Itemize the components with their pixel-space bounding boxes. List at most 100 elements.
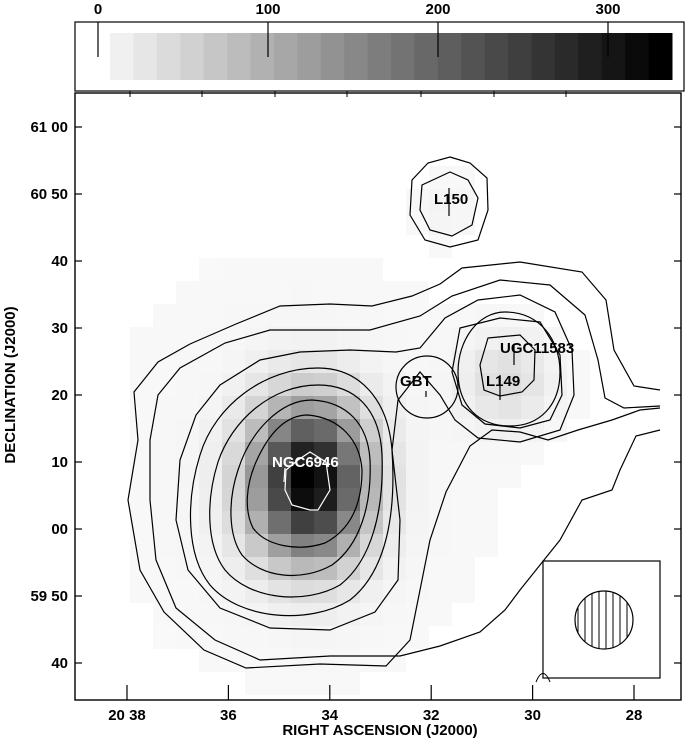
image-pixel [544, 419, 567, 442]
contour-level-5 [189, 367, 394, 617]
image-pixel [222, 626, 245, 649]
gbt-beam-circle [395, 355, 459, 419]
colorbar-step [554, 33, 579, 80]
image-pixel [360, 419, 383, 442]
image-pixel [475, 373, 498, 396]
image-pixel [176, 534, 199, 557]
image-pixel [337, 672, 360, 695]
image-pixel [521, 373, 544, 396]
image-pixel [153, 396, 176, 419]
image-pixel [176, 442, 199, 465]
image-pixel [452, 557, 475, 580]
image-pixel [498, 373, 521, 396]
image-pixel [245, 626, 268, 649]
y-tick-label: 00 [51, 521, 68, 538]
image-pixel [199, 465, 222, 488]
contours [127, 156, 661, 669]
image-pixel [245, 465, 268, 488]
image-pixel [429, 304, 452, 327]
image-pixel [268, 373, 291, 396]
image-pixel [245, 327, 268, 350]
image-pixel [544, 350, 567, 373]
image-pixel [360, 281, 383, 304]
y-tick-label: 20 [51, 387, 68, 404]
label-l150: L150 [434, 191, 468, 208]
image-pixel [199, 442, 222, 465]
image-pixel [222, 488, 245, 511]
image-pixel [314, 258, 337, 281]
colorbar-step [133, 33, 158, 80]
image-pixel [498, 396, 521, 419]
image-pixel [222, 580, 245, 603]
image-pixel [176, 304, 199, 327]
image-pixel [452, 304, 475, 327]
colorbar-step [110, 33, 134, 80]
contour-level-1 [127, 261, 661, 669]
image-pixel [406, 419, 429, 442]
image-pixel [268, 626, 291, 649]
image-pixel [176, 419, 199, 442]
colorbar-step [156, 33, 181, 80]
image-pixel [291, 327, 314, 350]
image-pixel [429, 166, 452, 189]
image-pixel [406, 511, 429, 534]
image-pixel [245, 557, 268, 580]
image-pixel [130, 511, 153, 534]
image-pixel [360, 488, 383, 511]
image-pixel [199, 373, 222, 396]
image-pixel [245, 419, 268, 442]
image-pixel [498, 327, 521, 350]
image-pixel [291, 580, 314, 603]
image-pixel [383, 350, 406, 373]
image-pixel [452, 580, 475, 603]
image-pixel [268, 258, 291, 281]
image-pixel [130, 350, 153, 373]
image-pixel [268, 396, 291, 419]
image-pixel [245, 672, 268, 695]
image-pixel [360, 557, 383, 580]
image-pixel [567, 373, 590, 396]
image-pixel [337, 281, 360, 304]
image-pixel [268, 304, 291, 327]
image-pixel [153, 304, 176, 327]
image-pixel [475, 488, 498, 511]
image-pixel [383, 626, 406, 649]
image-pixel [199, 258, 222, 281]
image-pixel [176, 327, 199, 350]
contour-ugc-mid [457, 311, 561, 427]
image-pixel [337, 488, 360, 511]
image-pixel [429, 350, 452, 373]
image-pixel [199, 557, 222, 580]
image-pixel [406, 373, 429, 396]
image-pixel [268, 534, 291, 557]
image-pixel [291, 672, 314, 695]
image-pixel [406, 488, 429, 511]
image-pixel [406, 396, 429, 419]
image-pixel [452, 419, 475, 442]
colorbar-step [227, 33, 251, 80]
image-pixel [360, 350, 383, 373]
image-pixel [222, 304, 245, 327]
image-pixel [268, 580, 291, 603]
image-pixel [176, 511, 199, 534]
contour-level-2 [149, 279, 661, 661]
image-pixel [475, 304, 498, 327]
image-pixel [222, 350, 245, 373]
contour-level-8 [246, 414, 363, 548]
ngc6946-marker [283, 467, 286, 483]
image-pixel [268, 327, 291, 350]
image-pixel [291, 304, 314, 327]
image-pixel [498, 442, 521, 465]
image-pixel [314, 281, 337, 304]
image-pixel [429, 419, 452, 442]
image-pixel [383, 557, 406, 580]
image-pixel [314, 488, 337, 511]
image-pixel [314, 396, 337, 419]
image-pixel [199, 580, 222, 603]
image-pixel [429, 511, 452, 534]
contour-level-7 [230, 399, 371, 576]
contour-l150-inner [419, 171, 479, 237]
colorbar-step [484, 33, 509, 80]
image-pixel [314, 327, 337, 350]
image-pixel [337, 465, 360, 488]
